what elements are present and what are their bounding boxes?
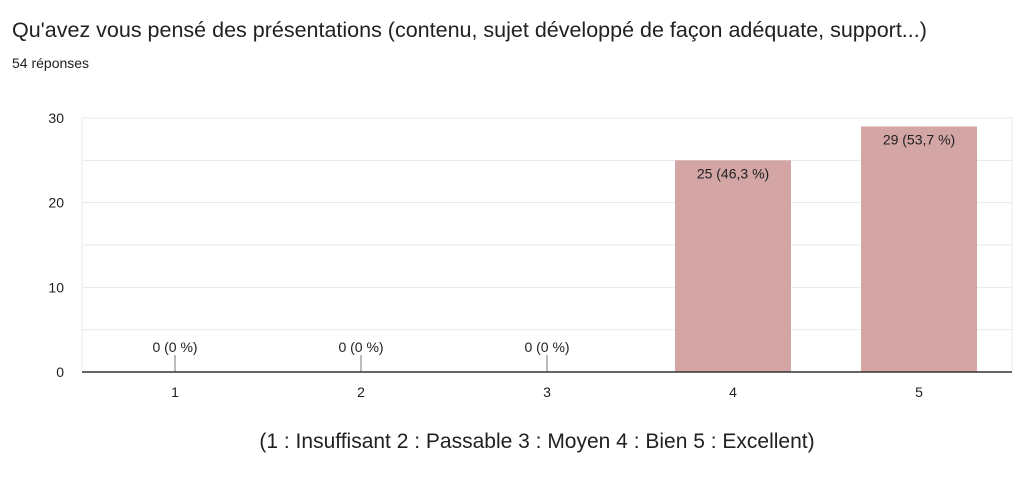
y-tick-label: 20 <box>48 195 64 211</box>
data-label: 0 (0 %) <box>524 339 569 355</box>
y-tick-label: 10 <box>48 279 64 295</box>
x-tick-label: 3 <box>543 384 551 400</box>
response-count: 54 réponses <box>12 55 90 71</box>
chart-title: Qu'avez vous pensé des présentations (co… <box>12 18 927 42</box>
y-tick-label: 30 <box>48 110 64 126</box>
x-tick-label: 5 <box>915 384 923 400</box>
bar <box>675 160 791 372</box>
data-label: 29 (53,7 %) <box>883 131 955 147</box>
x-tick-label: 2 <box>357 384 365 400</box>
bar <box>861 126 977 372</box>
x-tick-label: 4 <box>729 384 737 400</box>
data-label: 0 (0 %) <box>152 339 197 355</box>
x-axis-label: (1 : Insuffisant 2 : Passable 3 : Moyen … <box>259 430 815 453</box>
x-tick-label: 1 <box>171 384 179 400</box>
y-tick-label: 0 <box>56 364 64 380</box>
data-label: 25 (46,3 %) <box>697 165 769 181</box>
data-label: 0 (0 %) <box>338 339 383 355</box>
